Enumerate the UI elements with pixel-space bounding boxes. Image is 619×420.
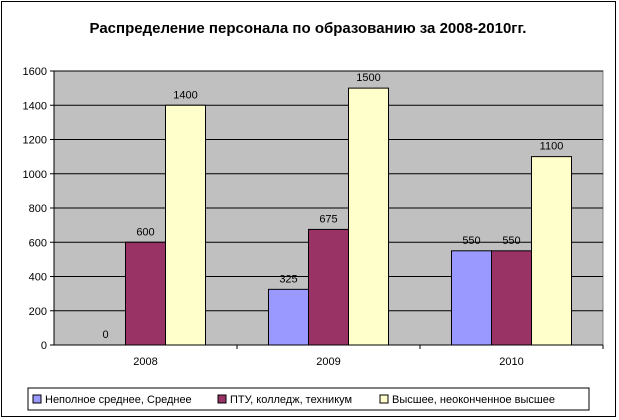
- y-tick-label: 1400: [23, 100, 47, 112]
- bar: [531, 156, 572, 346]
- bar: [491, 250, 532, 346]
- y-tick-label: 400: [29, 272, 47, 284]
- legend: Неполное среднее, Среднее ПТУ, колледж, т…: [27, 387, 590, 411]
- x-tick-label: 2009: [316, 356, 340, 368]
- y-tick-label: 1200: [23, 135, 47, 147]
- legend-swatch: [32, 394, 42, 404]
- legend-label: Высшее, неоконченное высшее: [392, 394, 555, 406]
- bar: [165, 104, 206, 346]
- x-tick-label: 2008: [133, 356, 157, 368]
- bar: [268, 288, 309, 346]
- bar: [348, 87, 389, 346]
- y-tick-label: 200: [29, 306, 47, 318]
- data-label: 600: [136, 226, 154, 238]
- chart-title: Распределение персонала по образованию з…: [90, 20, 527, 37]
- legend-swatch: [217, 394, 227, 404]
- legend-label: Неполное среднее, Среднее: [45, 394, 192, 406]
- legend-label: ПТУ, колледж, техникум: [230, 394, 352, 406]
- data-label: 550: [462, 235, 480, 247]
- data-label: 1100: [540, 141, 564, 153]
- y-tick-label: 600: [29, 237, 47, 249]
- data-label: 675: [319, 213, 337, 225]
- bar: [451, 250, 492, 346]
- data-label: 1500: [356, 72, 380, 84]
- data-label: 1400: [173, 89, 197, 101]
- data-label: 325: [279, 273, 297, 285]
- y-tick-label: 800: [29, 203, 47, 215]
- plot-area: 0 200 400 600 800 1000 1200 1400 1600 2008 0 600 140…: [23, 66, 604, 368]
- legend-box: [27, 387, 590, 411]
- y-tick-label: 1600: [23, 66, 47, 78]
- x-tick-label: 2010: [499, 356, 523, 368]
- y-tick-label: 1000: [23, 169, 47, 181]
- legend-swatch: [379, 394, 389, 404]
- bar: [125, 241, 166, 346]
- y-tick-label: 0: [41, 340, 47, 352]
- data-label: 0: [102, 329, 108, 341]
- data-label: 550: [502, 235, 520, 247]
- bar: [308, 228, 349, 346]
